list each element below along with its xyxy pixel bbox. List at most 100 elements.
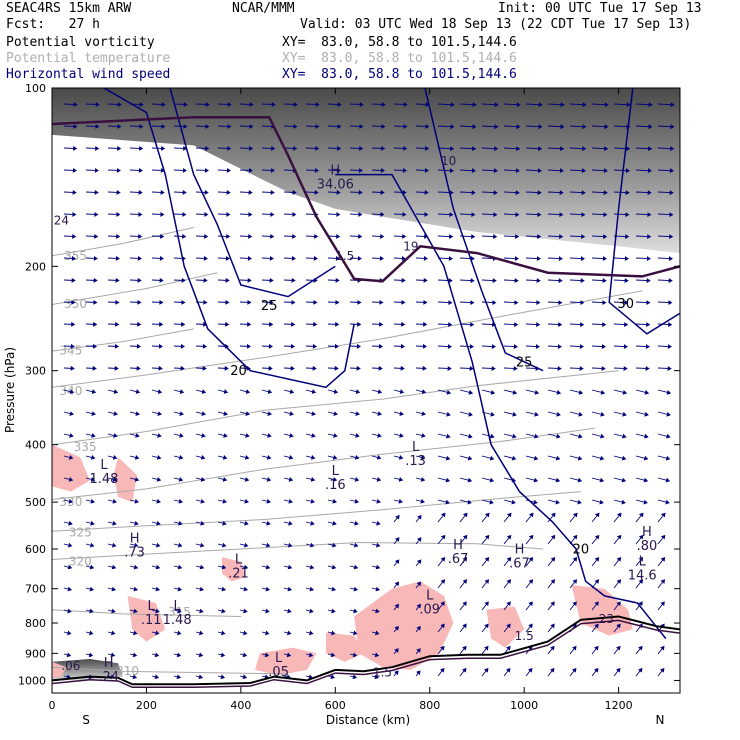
wind-vector-head <box>115 255 120 261</box>
wind-vector-head <box>249 102 254 107</box>
wind-vector-head <box>70 343 75 349</box>
wind-vector-head <box>137 321 142 327</box>
y-tick-label: 300 <box>25 365 46 378</box>
wind-vector-head <box>578 411 583 417</box>
wind-vector-head <box>181 321 186 327</box>
wind-vector-head <box>577 477 583 483</box>
wind-vector-head <box>310 498 315 504</box>
wind-vector-head <box>374 630 380 636</box>
wind-vector-head <box>468 411 473 417</box>
wind-vector-head <box>490 411 495 417</box>
wind-contour-label-4: 30 <box>617 297 634 312</box>
wind-vector-head <box>555 455 561 461</box>
wind-vector-head <box>515 234 520 239</box>
wind-vector-head <box>616 534 622 540</box>
wind-vector-head <box>594 579 600 584</box>
wind-vector-head <box>354 498 359 504</box>
pv-extremum-letter: L <box>412 440 420 455</box>
wind-vector-head <box>399 389 405 394</box>
wind-vector-head <box>376 455 382 460</box>
wind-vector-head <box>94 211 99 217</box>
wind-vector-head <box>155 564 161 570</box>
wind-vector-head <box>132 652 138 658</box>
wind-vector-head <box>648 124 653 130</box>
wind-vector-head <box>536 300 541 305</box>
wind-vector-head <box>493 234 498 239</box>
theta-contour-330 <box>52 427 596 500</box>
wind-vector-head <box>315 124 320 129</box>
wind-vector-head <box>645 366 650 371</box>
wind-vector-head <box>116 233 121 239</box>
theta-label-320: 320 <box>69 555 92 569</box>
wind-vector-head <box>600 411 605 417</box>
wind-vector-head <box>537 234 542 239</box>
wind-vector-head <box>245 411 250 416</box>
wind-vector-head <box>440 557 446 562</box>
wind-vector-head <box>315 145 320 151</box>
wind-vector-head <box>243 608 248 614</box>
wind-vector-head <box>158 365 163 371</box>
wind-vector-head <box>572 534 578 540</box>
wind-vector-head <box>113 433 118 438</box>
wind-vector-head <box>616 667 621 673</box>
wind-vector-head <box>622 390 628 395</box>
wind-vector-head <box>269 255 274 261</box>
wind-vector-head <box>227 145 232 151</box>
wind-vector-head <box>416 625 421 631</box>
wind-vector-head <box>160 233 165 239</box>
wind-vector-head <box>577 455 583 461</box>
forecast-label: Fcst: 27 h <box>6 17 100 32</box>
wind-vector-head <box>134 498 139 504</box>
wind-vector-head <box>616 645 621 651</box>
wind-vector-head <box>182 233 187 239</box>
wind-vector-head <box>638 534 644 540</box>
wind-vector-head <box>110 630 116 636</box>
wind-vector-head <box>470 256 475 261</box>
wind-vector-head <box>244 477 250 482</box>
wind-vector-head <box>376 542 381 548</box>
wind-vector-head <box>221 586 227 592</box>
wind-vector-head <box>493 190 498 196</box>
wind-vector-head <box>335 255 340 261</box>
wind-vector-head <box>181 278 186 283</box>
wind-vector-head <box>468 390 474 395</box>
wind-vector-head <box>176 630 182 636</box>
wind-vector-head <box>115 321 120 327</box>
wind-vector-head <box>420 498 425 504</box>
wind-vector-head <box>176 652 182 658</box>
wind-vector-head <box>395 514 400 520</box>
wind-vector-head <box>516 124 521 130</box>
wind-vector-head <box>581 190 586 196</box>
wind-vector-head <box>138 189 143 195</box>
wind-vector-head <box>161 102 166 107</box>
wind-vector-head <box>203 278 208 283</box>
wind-vector-head <box>538 124 543 130</box>
pv-region-8 <box>486 606 525 648</box>
wind-vector-head <box>135 389 141 394</box>
wind-vector-head <box>178 477 184 482</box>
wind-vector-head <box>113 389 119 394</box>
wind-vector-head <box>379 321 384 327</box>
pv-extremum-value: .05 <box>268 665 289 680</box>
wind-vector-head <box>421 411 426 416</box>
wind-vector-head <box>394 603 400 609</box>
wind-vector-head <box>601 366 606 371</box>
wind-vector-head <box>310 520 315 526</box>
x-tick-label: 1000 <box>510 699 538 712</box>
wind-vector-head <box>420 455 426 460</box>
contour-value-label: 24 <box>54 214 69 228</box>
wind-vector-head <box>204 211 209 217</box>
field-xy-pv: XY= 83.0, 58.8 to 101.5,144.6 <box>282 35 517 50</box>
wind-vector-head <box>310 455 316 460</box>
wind-vector-head <box>226 233 231 239</box>
wind-vector-head <box>159 255 164 261</box>
wind-vector-head <box>550 645 555 651</box>
wind-vector-head <box>484 512 490 518</box>
wind-vector-head <box>469 344 474 349</box>
wind-vector-head <box>660 667 665 673</box>
wind-vector-head <box>472 146 477 152</box>
wind-vector-head <box>447 366 452 371</box>
wind-vector-head <box>534 411 539 417</box>
wind-vector-head <box>423 255 428 261</box>
wind-vector-head <box>514 322 519 327</box>
